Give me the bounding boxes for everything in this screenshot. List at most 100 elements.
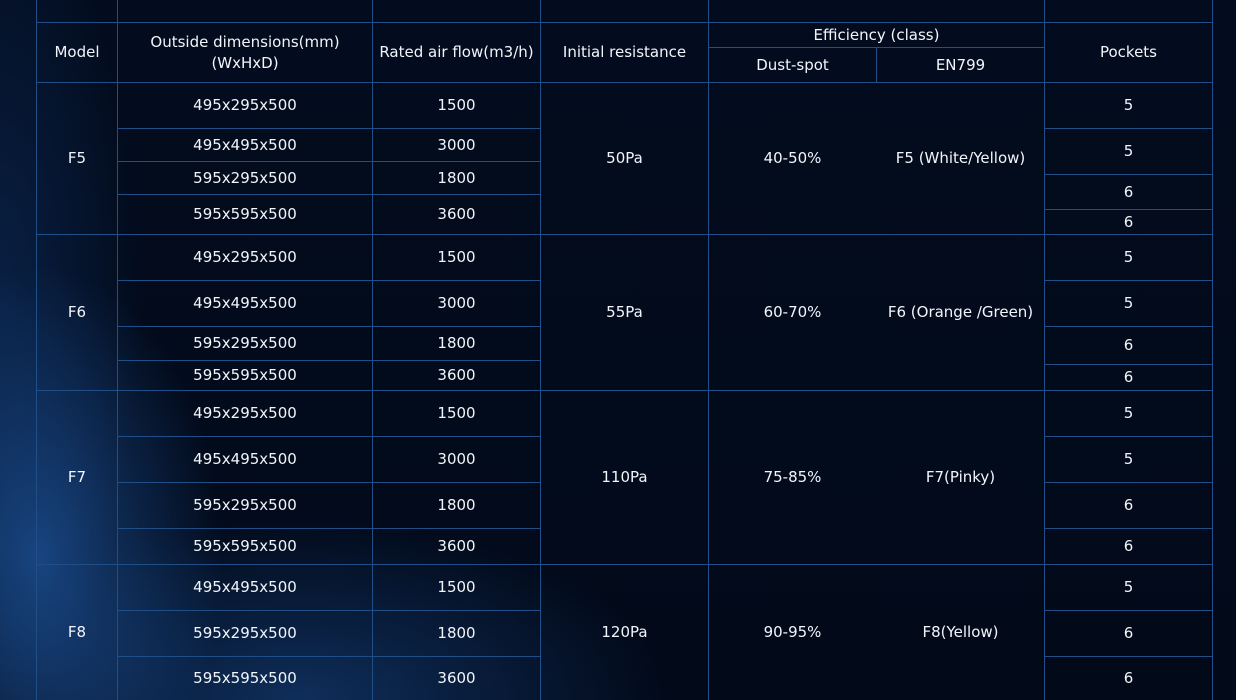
- en799-cell: F5 (White/Yellow): [895, 149, 1026, 167]
- air-flow-cell: 3000: [437, 450, 476, 468]
- pockets-cell: 5: [1123, 404, 1134, 422]
- grid-line: [36, 234, 1213, 235]
- dimensions-cell: 495x295x500: [193, 248, 297, 266]
- grid-line: [1044, 482, 1213, 483]
- grid-line: [1044, 326, 1213, 327]
- dust-spot-cell: 40-50%: [763, 149, 822, 167]
- grid-line: [1044, 0, 1045, 700]
- grid-line: [117, 128, 541, 129]
- grid-line: [1212, 0, 1213, 700]
- header-en799: EN799: [935, 55, 986, 74]
- grid-line: [1044, 528, 1213, 529]
- header-dust-spot: Dust-spot: [756, 55, 829, 74]
- header-pockets: Pockets: [1099, 43, 1157, 61]
- pockets-cell: 6: [1123, 496, 1134, 514]
- air-flow-cell: 1500: [437, 96, 476, 114]
- resistance-cell: 50Pa: [606, 149, 643, 167]
- header-efficiency: Efficiency (class): [813, 25, 940, 44]
- grid-line: [117, 482, 541, 483]
- air-flow-cell: 1500: [437, 578, 476, 596]
- grid-line: [117, 610, 541, 611]
- pockets-cell: 6: [1123, 624, 1134, 642]
- grid-line: [36, 22, 1213, 23]
- pockets-cell: 6: [1123, 336, 1134, 354]
- en799-cell: F6 (Orange /Green): [887, 303, 1034, 321]
- grid-line: [117, 528, 541, 529]
- header-dimensions-line2: (WxHxD): [211, 53, 279, 72]
- dimensions-cell: 595x295x500: [193, 496, 297, 514]
- air-flow-cell: 1800: [437, 334, 476, 352]
- pockets-cell: 6: [1123, 368, 1134, 386]
- model-cell: F5: [67, 149, 87, 167]
- air-flow-cell: 3000: [437, 135, 476, 154]
- grid-line: [117, 436, 541, 437]
- air-flow-cell: 3600: [437, 669, 476, 687]
- grid-line: [876, 47, 877, 82]
- air-flow-cell: 3600: [437, 205, 476, 223]
- pockets-cell: 5: [1123, 248, 1134, 266]
- grid-line: [36, 390, 1213, 391]
- grid-line: [708, 0, 709, 700]
- header-dimensions: Outside dimensions(mm) (WxHxD): [118, 23, 372, 82]
- grid-line: [1044, 364, 1213, 365]
- grid-line: [1044, 610, 1213, 611]
- resistance-cell: 120Pa: [601, 623, 648, 641]
- air-flow-cell: 1800: [437, 624, 476, 642]
- dust-spot-cell: 90-95%: [763, 623, 822, 641]
- air-flow-cell: 3600: [437, 366, 476, 384]
- model-cell: F7: [67, 468, 87, 486]
- dimensions-cell: 595x595x500: [193, 669, 297, 687]
- pockets-cell: 6: [1123, 182, 1134, 201]
- grid-line: [1044, 656, 1213, 657]
- header-dimensions-line1: Outside dimensions(mm): [150, 32, 340, 51]
- grid-line: [117, 656, 541, 657]
- pockets-cell: 5: [1123, 450, 1134, 468]
- air-flow-cell: 1500: [437, 248, 476, 266]
- header-model: Model: [54, 43, 100, 61]
- dimensions-cell: 495x495x500: [193, 450, 297, 468]
- dimensions-cell: 595x595x500: [193, 205, 297, 223]
- model-cell: F8: [67, 623, 87, 641]
- grid-line: [372, 0, 373, 700]
- pockets-cell: 5: [1123, 142, 1134, 160]
- dimensions-cell: 595x595x500: [193, 366, 297, 384]
- grid-line: [117, 194, 541, 195]
- dimensions-cell: 595x295x500: [193, 624, 297, 642]
- header-air-flow: Rated air flow(m3/h): [379, 43, 534, 61]
- dimensions-cell: 595x295x500: [193, 168, 297, 187]
- grid-line: [1044, 128, 1213, 129]
- grid-line: [1044, 280, 1213, 281]
- grid-line: [1044, 209, 1213, 210]
- dimensions-cell: 495x495x500: [193, 294, 297, 312]
- air-flow-cell: 3000: [437, 294, 476, 312]
- grid-line: [117, 280, 541, 281]
- grid-line: [540, 0, 541, 700]
- en799-cell: F7(Pinky): [925, 468, 996, 486]
- dimensions-cell: 495x295x500: [193, 96, 297, 114]
- pockets-cell: 5: [1123, 96, 1134, 114]
- grid-line: [36, 0, 37, 700]
- dimensions-cell: 595x295x500: [193, 334, 297, 352]
- air-flow-cell: 1800: [437, 168, 476, 187]
- grid-line: [1044, 436, 1213, 437]
- pockets-cell: 6: [1123, 212, 1134, 231]
- pockets-cell: 6: [1123, 669, 1134, 687]
- resistance-cell: 55Pa: [606, 303, 643, 321]
- grid-line: [36, 82, 1213, 83]
- dust-spot-cell: 75-85%: [763, 468, 822, 486]
- air-flow-cell: 1800: [437, 496, 476, 514]
- grid-line: [708, 47, 1045, 48]
- grid-line: [117, 0, 118, 700]
- header-resistance: Initial resistance: [562, 43, 687, 61]
- dust-spot-cell: 60-70%: [763, 303, 822, 321]
- grid-line: [117, 360, 541, 361]
- pockets-cell: 5: [1123, 578, 1134, 596]
- pockets-cell: 6: [1123, 537, 1134, 555]
- dimensions-cell: 495x495x500: [193, 135, 297, 154]
- dimensions-cell: 495x295x500: [193, 404, 297, 422]
- air-flow-cell: 1500: [437, 404, 476, 422]
- resistance-cell: 110Pa: [601, 468, 648, 486]
- model-cell: F6: [67, 303, 87, 321]
- grid-line: [36, 564, 1213, 565]
